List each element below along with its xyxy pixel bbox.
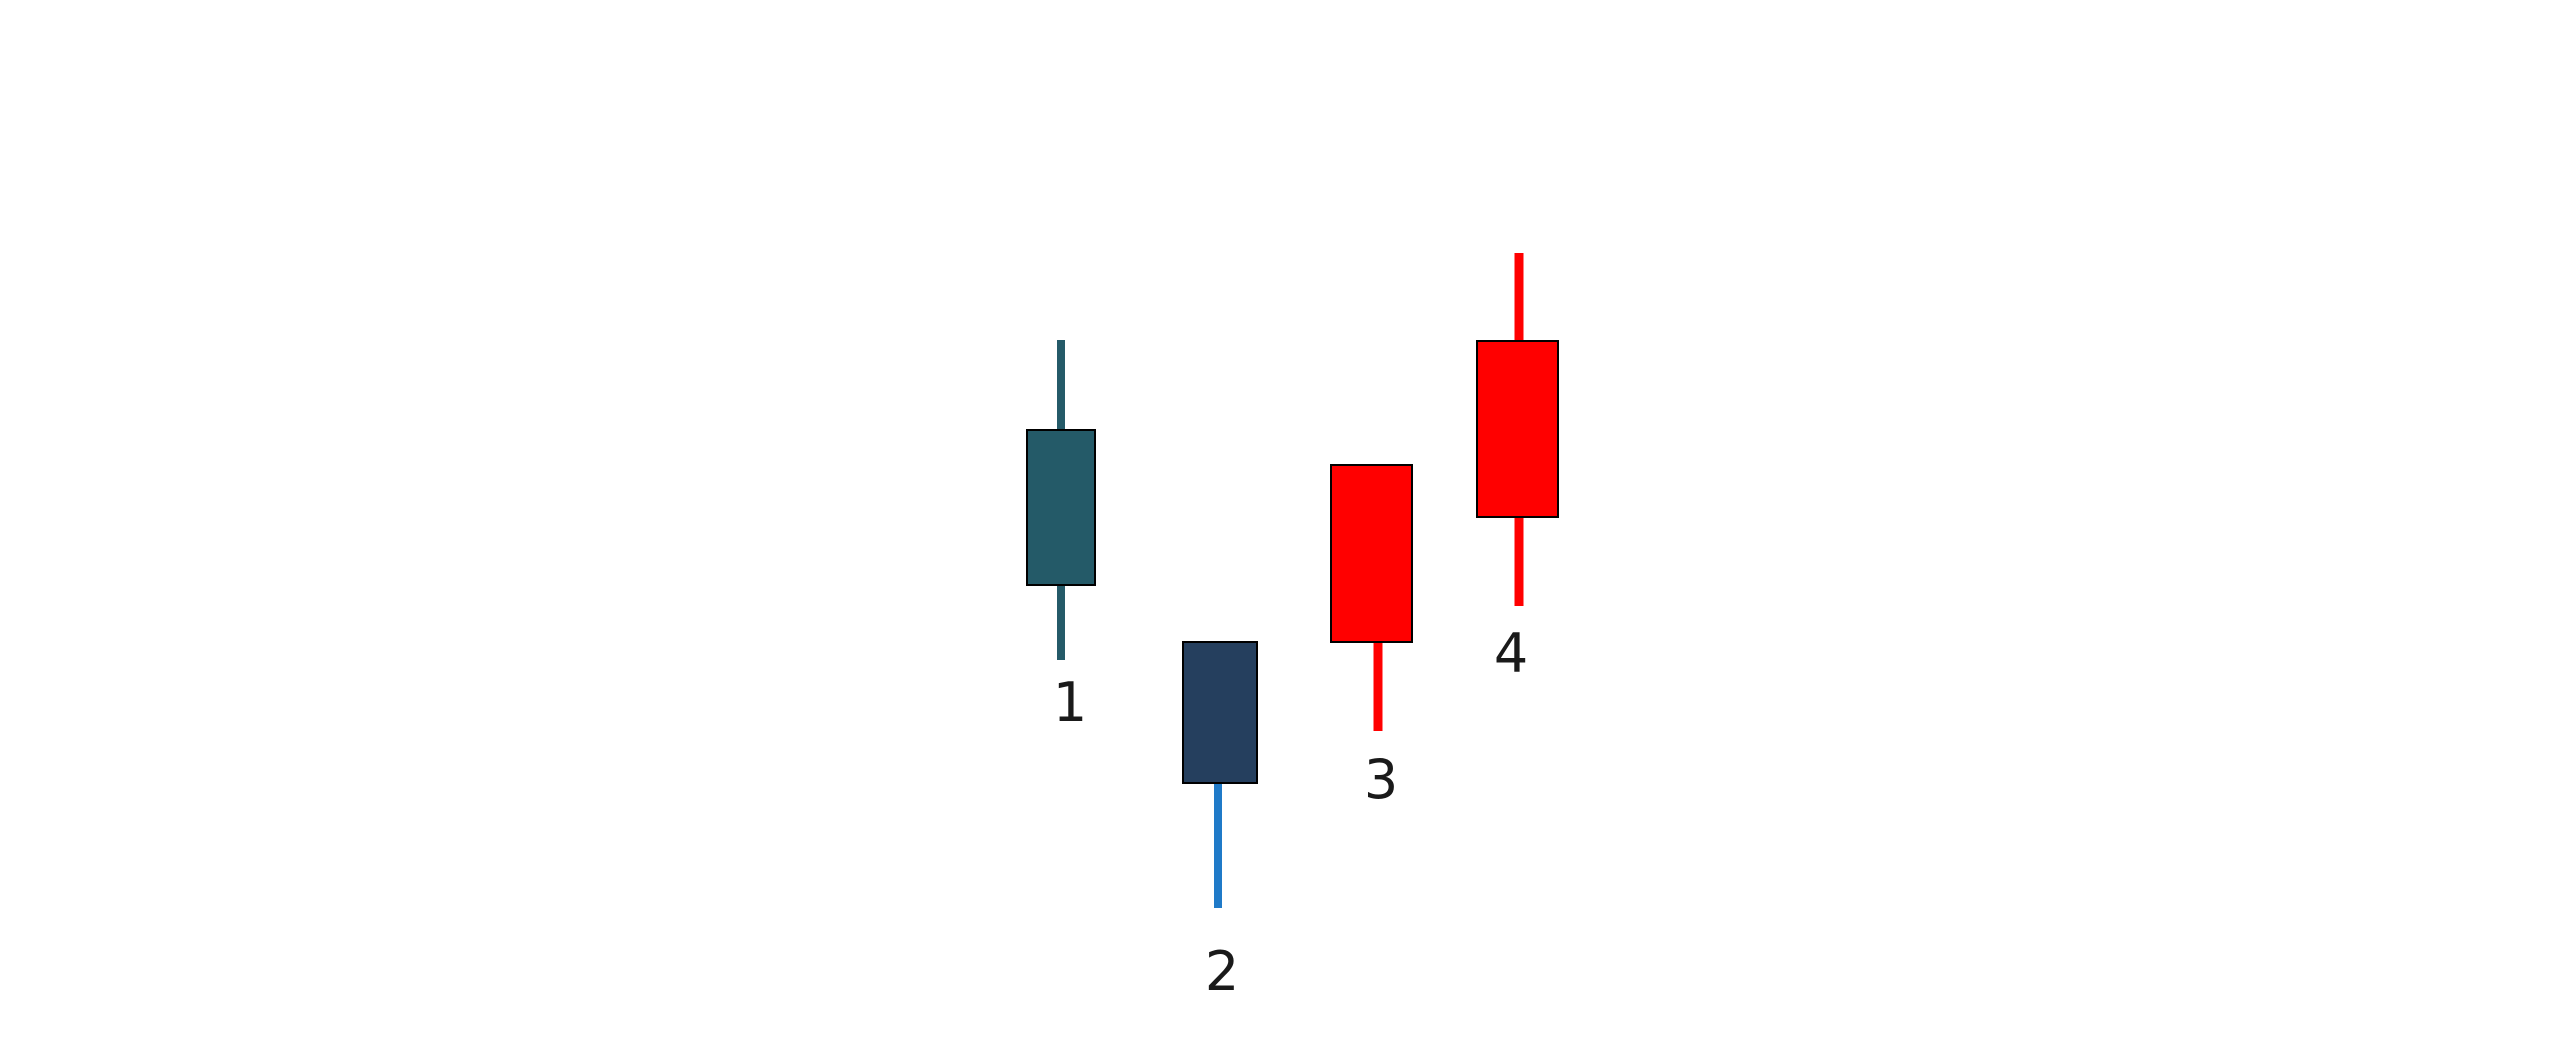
candle-4-body xyxy=(1476,340,1559,518)
candle-2-body xyxy=(1182,641,1258,784)
candle-1-label: 1 xyxy=(1053,671,1087,734)
candle-3-body xyxy=(1330,464,1413,643)
candle-3-label: 3 xyxy=(1364,748,1398,811)
candle-4-label: 4 xyxy=(1494,622,1528,685)
candle-3: 3 xyxy=(1330,464,1413,811)
candle-4: 4 xyxy=(1476,253,1559,685)
candle-2-label: 2 xyxy=(1205,940,1239,1003)
candle-2: 2 xyxy=(1182,641,1258,1003)
candle-1: 1 xyxy=(1026,340,1096,734)
candle-1-body xyxy=(1026,429,1096,586)
